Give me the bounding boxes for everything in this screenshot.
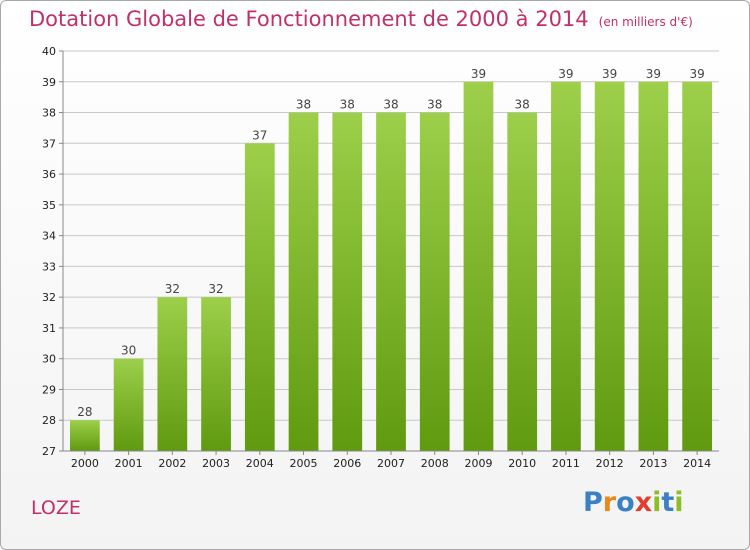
- bar-2000: [69, 420, 100, 451]
- y-tick-label: 34: [42, 230, 56, 243]
- bar-2013: [638, 81, 669, 452]
- bar-2002: [157, 297, 188, 451]
- brand-logo: Proxiti: [583, 487, 684, 518]
- data-label-2010: 38: [515, 98, 530, 112]
- x-tick-label-2009: 2009: [464, 457, 492, 470]
- bar-2001: [113, 358, 144, 451]
- bar-2007: [376, 112, 406, 452]
- y-tick-label: 32: [42, 291, 56, 304]
- data-label-2011: 39: [558, 67, 573, 81]
- brand-letter: i: [674, 487, 684, 518]
- data-label-2014: 39: [689, 67, 704, 81]
- unit-label: (en milliers d'€): [598, 15, 693, 29]
- bar-2004: [244, 143, 275, 452]
- x-tick-label-2001: 2001: [115, 457, 143, 470]
- y-tick-label: 35: [42, 199, 56, 212]
- y-tick-label: 28: [42, 414, 56, 427]
- y-tick-label: 30: [42, 353, 56, 366]
- data-label-2004: 37: [252, 128, 267, 142]
- y-tick-label: 31: [42, 322, 56, 335]
- y-tick-label: 27: [42, 445, 56, 458]
- bar-2011: [551, 81, 581, 452]
- brand-letter: P: [583, 487, 603, 518]
- brand-letter: r: [602, 487, 617, 518]
- data-label-2008: 38: [427, 98, 442, 112]
- x-tick-label-2006: 2006: [333, 457, 361, 470]
- x-tick-label-2003: 2003: [202, 457, 230, 470]
- x-tick-label-2004: 2004: [246, 457, 274, 470]
- x-tick-label-2011: 2011: [552, 457, 580, 470]
- brand-letter: o: [616, 487, 635, 518]
- x-tick-label-2012: 2012: [596, 457, 624, 470]
- x-tick-label-2010: 2010: [508, 457, 536, 470]
- bar-2012: [594, 81, 625, 452]
- y-tick-label: 36: [42, 168, 56, 181]
- data-label-2012: 39: [602, 67, 617, 81]
- bar-2006: [332, 112, 363, 452]
- bar-2009: [463, 81, 494, 452]
- place-name: LOZE: [31, 497, 81, 519]
- brand-letter: x: [634, 487, 653, 518]
- y-tick-label: 37: [42, 137, 56, 150]
- x-tick-label-2013: 2013: [639, 457, 667, 470]
- data-label-2007: 38: [383, 98, 398, 112]
- x-tick-label-2000: 2000: [71, 457, 99, 470]
- bar-2003: [201, 297, 231, 451]
- data-label-2013: 39: [646, 67, 661, 81]
- bars: 28 30 32 32 37 38 38 38 38 39 38 39 39 39 39: [69, 67, 713, 452]
- y-tick-label: 40: [42, 45, 56, 58]
- x-tick-label-2014: 2014: [683, 457, 711, 470]
- x-tick-label-2008: 2008: [421, 457, 449, 470]
- data-label-2006: 38: [340, 98, 355, 112]
- title-text: Dotation Globale de Fonctionnement de 20…: [29, 7, 589, 31]
- chart-title: Dotation Globale de Fonctionnement de 20…: [29, 7, 693, 31]
- brand-letter: i: [652, 487, 662, 518]
- brand-letter: t: [661, 487, 675, 518]
- data-label-2005: 38: [296, 98, 311, 112]
- data-label-2009: 39: [471, 67, 486, 81]
- axes: 27 28 29 30 31 32 33 34 35 36 37 38 39 40 2000 2001 2002…: [42, 45, 719, 470]
- bar-2005: [288, 112, 319, 452]
- y-tick-label: 38: [42, 107, 56, 120]
- bar-2008: [419, 112, 450, 452]
- y-tick-label: 33: [42, 260, 56, 273]
- data-label-2001: 30: [121, 344, 136, 358]
- x-tick-label-2007: 2007: [377, 457, 405, 470]
- data-label-2000: 28: [77, 405, 92, 419]
- bar-2014: [682, 81, 713, 452]
- y-tick-label: 39: [42, 76, 56, 89]
- y-tick-label: 29: [42, 383, 56, 396]
- data-label-2002: 32: [165, 282, 180, 296]
- data-label-2003: 32: [208, 282, 223, 296]
- x-tick-label-2005: 2005: [290, 457, 318, 470]
- x-tick-label-2002: 2002: [158, 457, 186, 470]
- bar-2010: [507, 112, 538, 452]
